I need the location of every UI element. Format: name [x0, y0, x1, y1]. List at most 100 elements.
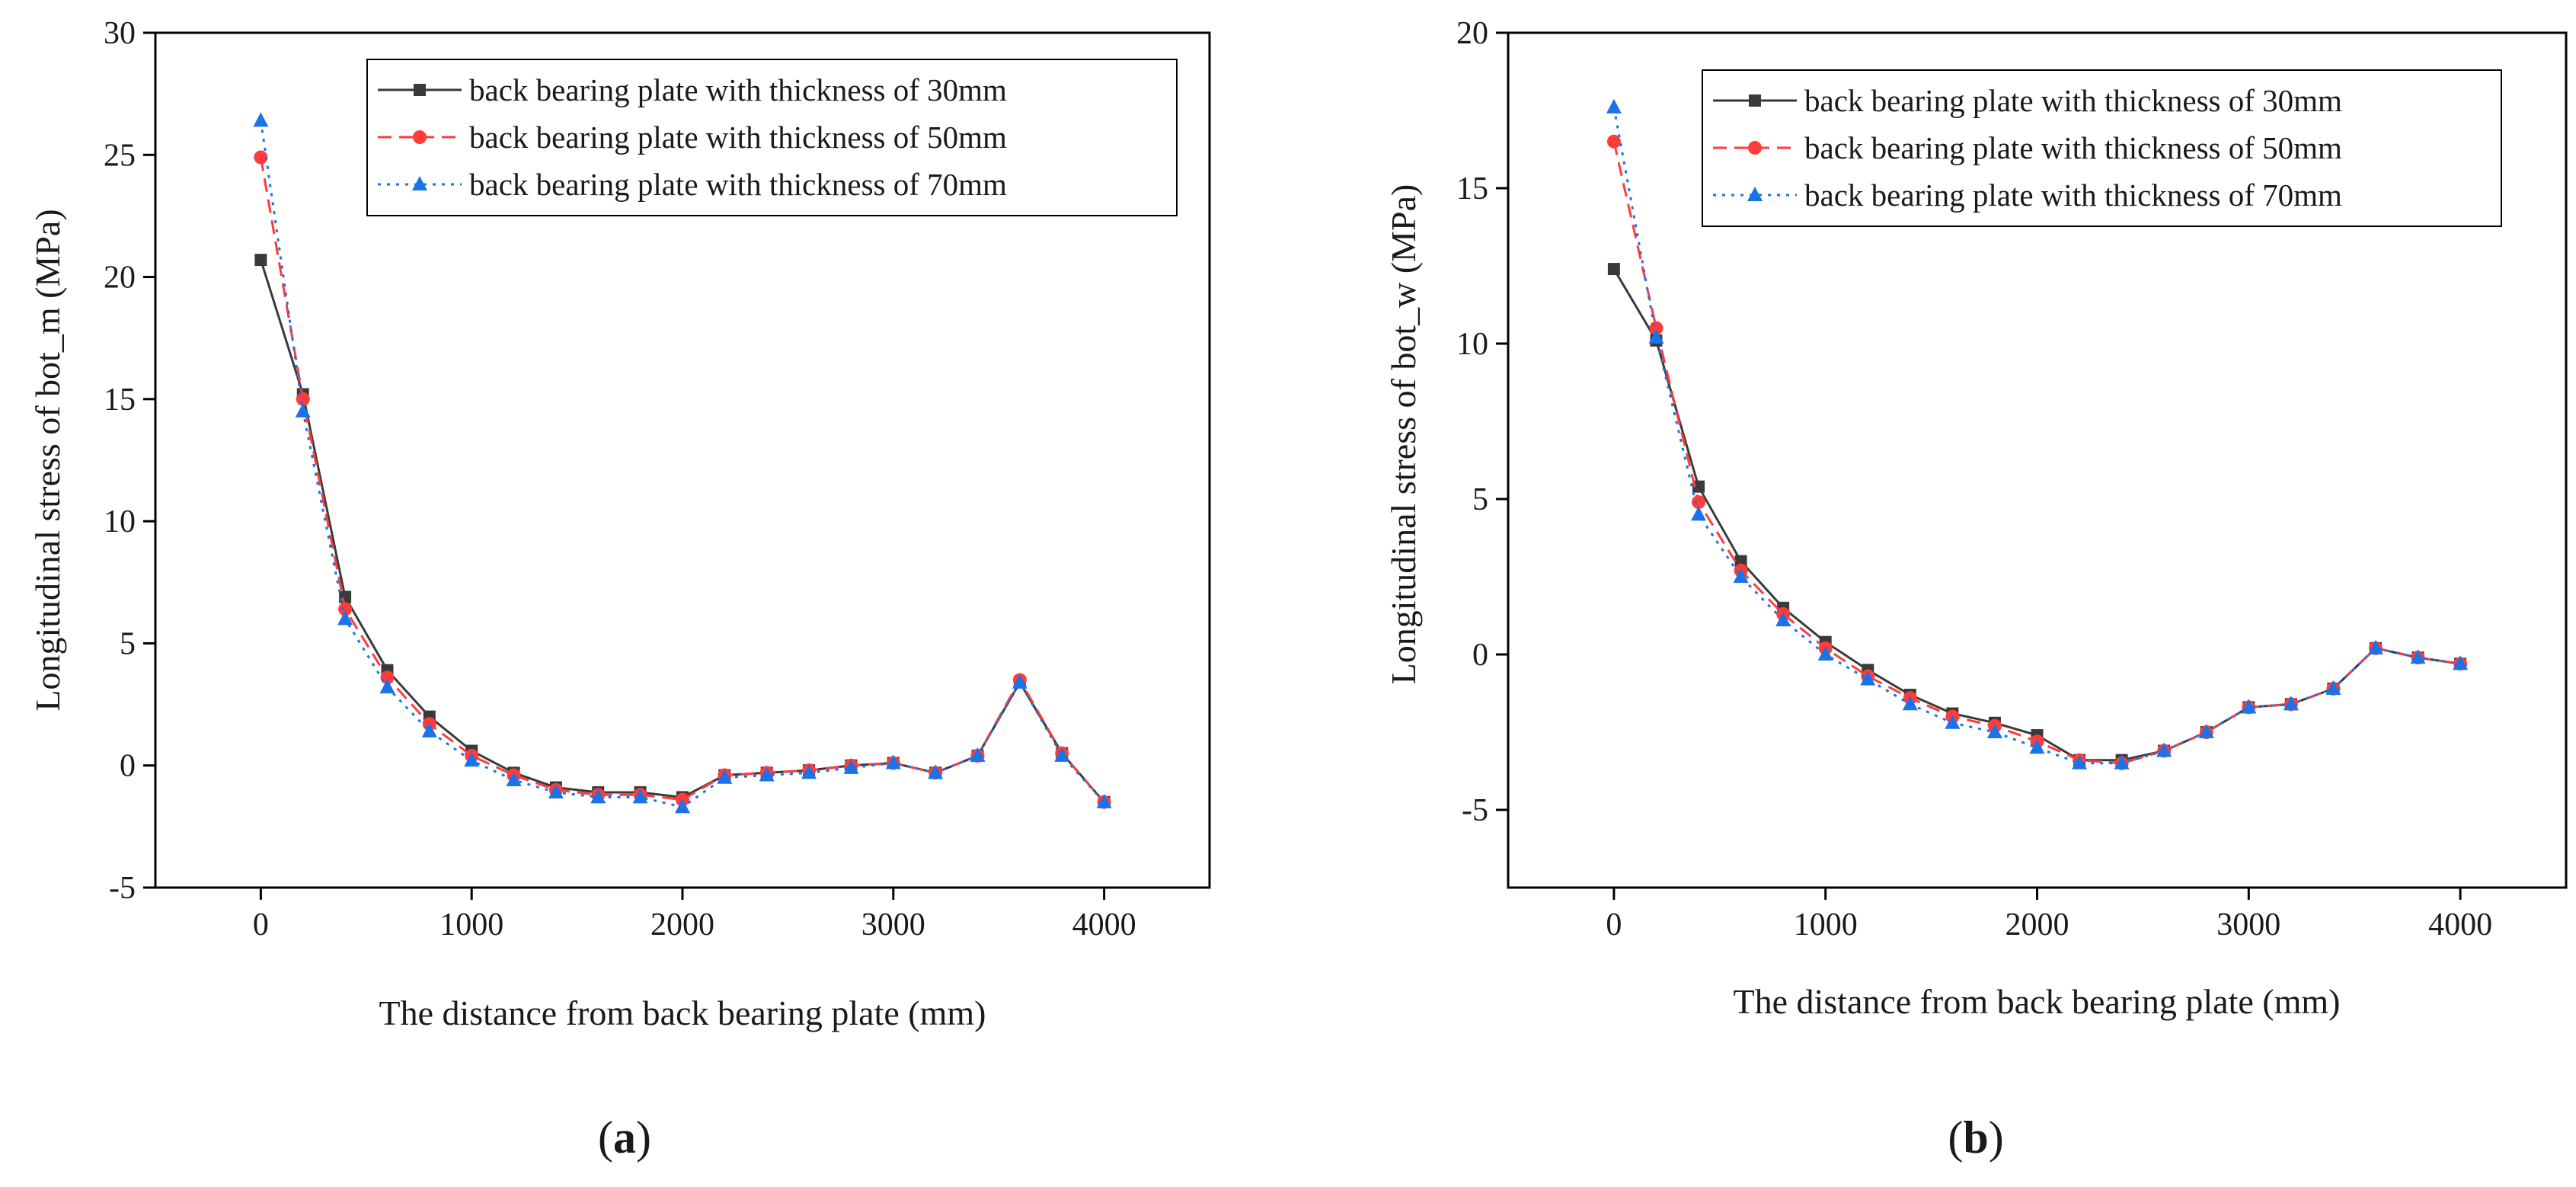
data-point [338, 602, 353, 616]
y-tick-label: 0 [120, 749, 136, 784]
data-point [843, 759, 859, 774]
series-line [259, 157, 1105, 803]
data-point [2198, 724, 2214, 738]
data-point [2410, 649, 2426, 664]
y-tick-label: -5 [109, 871, 136, 906]
x-tick-label: 2000 [2006, 907, 2069, 942]
panel-label-close: ) [1989, 1112, 2004, 1163]
y-axis-title: Longitudinal stress of bot_m (MPa) [28, 209, 67, 711]
panel-label-open: ( [1948, 1112, 1963, 1163]
data-point [2283, 696, 2299, 711]
data-point [1012, 673, 1028, 689]
legend: back bearing plate with thickness of 30m… [1702, 69, 2502, 227]
x-tick-label: 0 [1606, 907, 1622, 942]
y-tick-label: 20 [104, 261, 136, 296]
legend-label: back bearing plate with thickness of 50m… [469, 120, 1007, 155]
legend: back bearing plate with thickness of 30m… [366, 59, 1178, 216]
legend-label: back bearing plate with thickness of 70m… [1804, 178, 2342, 213]
data-point [1096, 793, 1112, 808]
legend-box [366, 59, 1178, 216]
legend-label: back bearing plate with thickness of 50m… [1804, 130, 2342, 165]
data-point [1775, 612, 1791, 627]
data-point [379, 679, 395, 694]
data-point [590, 789, 606, 804]
data-point [464, 752, 480, 767]
legend-label: back bearing plate with thickness of 70m… [469, 167, 1007, 202]
series-triangle [1606, 98, 2469, 769]
data-point [1054, 747, 1070, 762]
data-point [296, 392, 310, 406]
data-point [337, 610, 353, 625]
data-point [1692, 480, 1705, 493]
data-point [2072, 754, 2088, 769]
x-tick-label: 3000 [2216, 907, 2280, 942]
data-point [1606, 134, 1621, 149]
data-point [2367, 639, 2383, 654]
y-tick-label: 10 [104, 504, 136, 539]
y-tick-label: 0 [1472, 638, 1488, 673]
axis-ticks: 0 1000 2000 3000 4000 -5 0 5 10 15 20 [1456, 16, 2492, 942]
legend-label: back bearing plate with thickness of 30m… [1804, 83, 2342, 118]
data-point [254, 254, 267, 267]
panel-label-letter: b [1963, 1112, 1988, 1163]
x-tick-label: 4000 [1072, 907, 1136, 942]
y-tick-label: 25 [104, 138, 136, 173]
x-tick-label: 1000 [1794, 907, 1858, 942]
data-point [1691, 506, 1707, 521]
x-tick-label: 3000 [861, 907, 925, 942]
panel-label-b: (b) [1948, 1112, 2003, 1163]
data-point [2325, 680, 2341, 695]
legend-marker [412, 176, 427, 190]
data-point [801, 764, 817, 779]
y-axis-title: Longitudinal stress of bot_w (MPa) [1384, 184, 1423, 685]
legend-marker [413, 130, 427, 144]
data-point [1648, 328, 1664, 344]
data-point [1986, 724, 2002, 738]
y-tick-label: 15 [1456, 171, 1488, 206]
x-tick-label: 1000 [439, 907, 503, 942]
data-point [675, 798, 690, 814]
legend-label: back bearing plate with thickness of 30m… [469, 72, 1007, 107]
x-tick-label: 0 [253, 907, 269, 942]
panel-label-close: ) [636, 1112, 651, 1163]
data-point [1607, 263, 1620, 276]
data-point [254, 150, 268, 165]
data-point [1734, 555, 1747, 568]
data-point [1860, 670, 1876, 686]
legend-item: back bearing plate with thickness of 70m… [1713, 178, 2342, 213]
data-point [1606, 98, 1622, 114]
y-tick-label: 5 [120, 626, 136, 661]
data-point [717, 769, 733, 784]
series-triangle [253, 112, 1112, 814]
legend-item: back bearing plate with thickness of 30m… [378, 72, 1007, 107]
data-point [295, 402, 311, 418]
x-axis-title: The distance from back bearing plate (mm… [379, 993, 986, 1032]
series-layer [1606, 98, 2469, 770]
data-point [1817, 646, 1833, 661]
y-tick-label: -5 [1462, 793, 1488, 828]
data-point [1945, 714, 1961, 729]
panel-label-letter: a [613, 1112, 636, 1163]
y-tick-label: 5 [1472, 482, 1488, 517]
y-tick-label: 20 [1456, 16, 1488, 51]
legend-marker [1747, 187, 1763, 201]
data-point [2453, 655, 2469, 670]
data-point [1902, 696, 1918, 711]
data-point [632, 789, 648, 804]
legend-item: back bearing plate with thickness of 70m… [378, 167, 1007, 202]
data-point [2156, 742, 2172, 757]
chart-panel-a: 0 1000 2000 3000 4000 -5 0 5 10 15 20 25 30 back bea… [28, 16, 1211, 1163]
data-point [1733, 568, 1749, 583]
panel-label-a: (a) [598, 1112, 651, 1163]
data-point [970, 747, 986, 762]
x-axis-title: The distance from back bearing plate (mm… [1733, 982, 2340, 1021]
chart-panel-b: 0 1000 2000 3000 4000 -5 0 5 10 15 20 back bearing… [1384, 16, 2568, 1163]
data-point [506, 771, 522, 786]
axis-ticks: 0 1000 2000 3000 4000 -5 0 5 10 15 20 25 30 [104, 16, 1136, 942]
data-point [253, 112, 269, 127]
data-point [1692, 495, 1706, 510]
legend-item: back bearing plate with thickness of 50m… [378, 120, 1007, 155]
x-tick-label: 4000 [2428, 907, 2492, 942]
data-point [421, 722, 437, 737]
